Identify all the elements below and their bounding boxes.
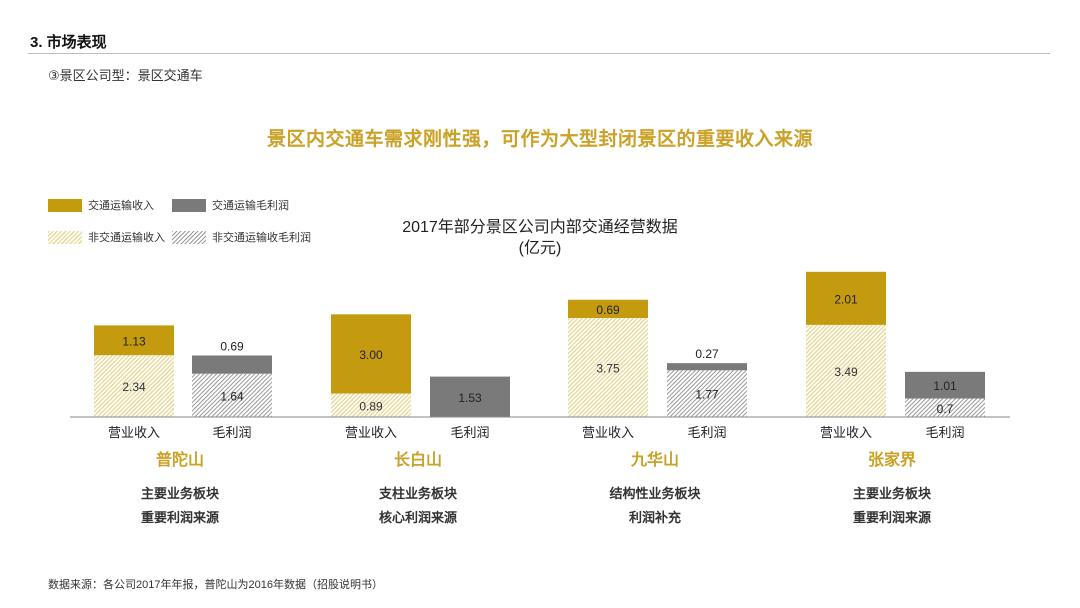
- legend-transport-revenue: 交通运输收入: [48, 197, 154, 213]
- legend-non-transport-profit: 非交通运输收毛利润: [172, 229, 311, 245]
- value-label-transport-profit: 1.53: [458, 391, 482, 405]
- group-desc-line2: 利润补充: [628, 510, 681, 525]
- value-label-transport-profit: 1.01: [933, 379, 957, 393]
- group-desc-jiuhuashan: 结构性业务板块 利润补充: [555, 482, 755, 530]
- group-name-putuoshan: 普陀山: [155, 452, 204, 469]
- group-name-changbaishan: 长白山: [393, 452, 442, 469]
- bar-non-transport-revenue: [331, 393, 411, 417]
- group-desc-line1: 主要业务板块: [140, 486, 219, 501]
- group-desc-changbaishan: 支柱业务板块 核心利润来源: [318, 482, 518, 530]
- value-label-transport-revenue: 1.13: [122, 334, 146, 348]
- x-tick-label-profit: 毛利润: [925, 425, 964, 440]
- header-divider: [28, 53, 1050, 54]
- group-desc-line1: 支柱业务板块: [378, 486, 457, 501]
- group-desc-zhangjiajie: 主要业务板块 重要利润来源: [792, 482, 992, 530]
- group-desc-line1: 结构性业务板块: [609, 486, 701, 501]
- x-tick-label-revenue: 营业收入: [345, 425, 397, 440]
- bar-transport-revenue: [568, 299, 648, 318]
- legend-non-transport-revenue: 非交通运输收入: [48, 229, 165, 245]
- legend-swatch-transport-profit: [172, 198, 206, 212]
- value-label-non-transport-profit: 1.77: [695, 388, 719, 402]
- x-tick-label-revenue: 营业收入: [582, 425, 634, 440]
- bar-transport-profit: [192, 355, 272, 374]
- legend-transport-profit: 交通运输毛利润: [172, 197, 289, 213]
- page-headline: 景区内交通车需求刚性强，可作为大型封闭景区的重要收入来源: [266, 129, 813, 150]
- x-tick-label-profit: 毛利润: [687, 425, 726, 440]
- bar-transport-revenue: [806, 271, 886, 325]
- legend-label: 交通运输毛利润: [212, 200, 289, 212]
- legend-swatch-non-transport-revenue: [48, 230, 82, 244]
- group-name-jiuhuashan: 九华山: [630, 452, 679, 469]
- bar-transport-profit: [667, 363, 747, 371]
- bar-transport-revenue: [94, 325, 174, 356]
- value-label-transport-profit: 0.27: [695, 347, 719, 361]
- bar-non-transport-revenue: [568, 318, 648, 417]
- value-label-non-transport-revenue: 3.75: [596, 362, 620, 376]
- group-desc-line1: 主要业务板块: [852, 486, 931, 501]
- bar-non-transport-revenue: [94, 355, 174, 417]
- chart-title: 2017年部分景区公司内部交通经营数据 (亿元): [340, 217, 740, 259]
- bar-non-transport-profit: [905, 398, 985, 417]
- legend-label: 交通运输收入: [88, 200, 154, 212]
- x-tick-label-revenue: 营业收入: [820, 425, 872, 440]
- legend-label: 非交通运输收毛利润: [212, 232, 311, 244]
- legend-swatch-non-transport-profit: [172, 230, 206, 244]
- value-label-transport-revenue: 2.01: [834, 292, 858, 306]
- value-label-non-transport-profit: 0.7: [937, 402, 954, 416]
- bar-non-transport-revenue: [806, 324, 886, 417]
- group-desc-line2: 重要利润来源: [852, 510, 931, 525]
- group-name-zhangjiajie: 张家界: [867, 452, 916, 469]
- group-desc-line2: 重要利润来源: [140, 510, 219, 525]
- value-label-non-transport-revenue: 2.34: [122, 380, 146, 394]
- legend-swatch-transport-revenue: [48, 198, 82, 212]
- group-desc-putuoshan: 主要业务板块 重要利润来源: [80, 482, 280, 530]
- value-label-transport-revenue: 3.00: [359, 348, 383, 362]
- legend-label: 非交通运输收入: [88, 232, 165, 244]
- bar-non-transport-profit: [192, 373, 272, 417]
- value-label-transport-profit: 0.69: [220, 339, 244, 353]
- value-label-non-transport-revenue: 0.89: [359, 399, 383, 413]
- x-tick-label-revenue: 营业收入: [108, 425, 160, 440]
- section-title: 3. 市场表现: [30, 34, 107, 51]
- group-desc-line2: 核心利润来源: [378, 510, 457, 525]
- value-label-non-transport-profit: 1.64: [220, 389, 244, 403]
- data-source-note: 数据来源：各公司2017年年报，普陀山为2016年数据（招股说明书）: [48, 579, 383, 591]
- x-tick-label-profit: 毛利润: [212, 425, 251, 440]
- value-label-transport-revenue: 0.69: [596, 303, 620, 317]
- page-subtitle: ③景区公司型：景区交通车: [48, 68, 203, 83]
- chart-title-line2: (亿元): [518, 240, 562, 257]
- bar-non-transport-profit: [667, 370, 747, 417]
- bar-transport-revenue: [331, 314, 411, 394]
- x-tick-label-profit: 毛利润: [450, 425, 489, 440]
- bar-transport-profit: [905, 371, 985, 399]
- bar-transport-profit: [430, 376, 510, 417]
- chart-title-line1: 2017年部分景区公司内部交通经营数据: [402, 219, 678, 236]
- value-label-non-transport-revenue: 3.49: [834, 365, 858, 379]
